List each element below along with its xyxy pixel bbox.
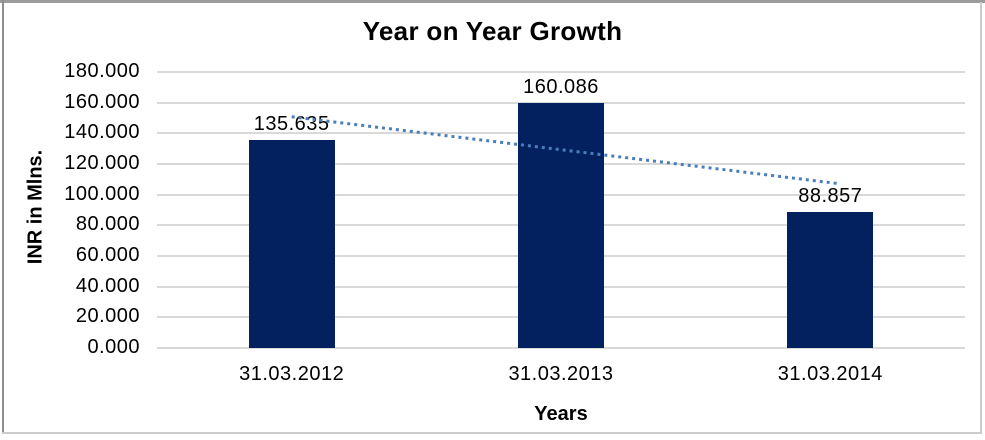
bar-data-label: 135.635 [253,113,330,136]
y-tick-label: 40.000 [75,274,140,297]
chart-frame-left-border [2,0,4,434]
bar-data-label: 88.857 [798,184,863,207]
bar-data-label: 160.086 [523,75,599,98]
chart-frame-bottom-border [2,432,982,434]
y-tick-label: 140.000 [64,121,140,144]
gridline [157,347,965,349]
x-tick-label: 31.03.2013 [508,363,614,385]
chart-title: Year on Year Growth [362,16,623,46]
y-tick-label: 0.000 [87,336,140,358]
bar [787,211,874,348]
x-axis-title: Years [534,403,588,425]
y-tick-label: 160.000 [64,90,140,113]
x-tick-label: 31.03.2012 [239,363,345,385]
chart-frame-right-border [980,2,982,434]
bar [248,140,335,348]
x-tick-label: 31.03.2014 [777,363,883,385]
chart-frame-top-border [0,0,985,3]
gridline [157,71,965,73]
y-tick-label: 20.000 [75,305,140,328]
bar [518,102,604,348]
y-tick-label: 100.000 [64,182,140,205]
y-tick-label: 80.000 [75,213,140,236]
y-tick-label: 120.000 [64,152,140,174]
y-tick-label: 180.000 [64,60,140,82]
y-tick-label: 60.000 [75,244,140,266]
